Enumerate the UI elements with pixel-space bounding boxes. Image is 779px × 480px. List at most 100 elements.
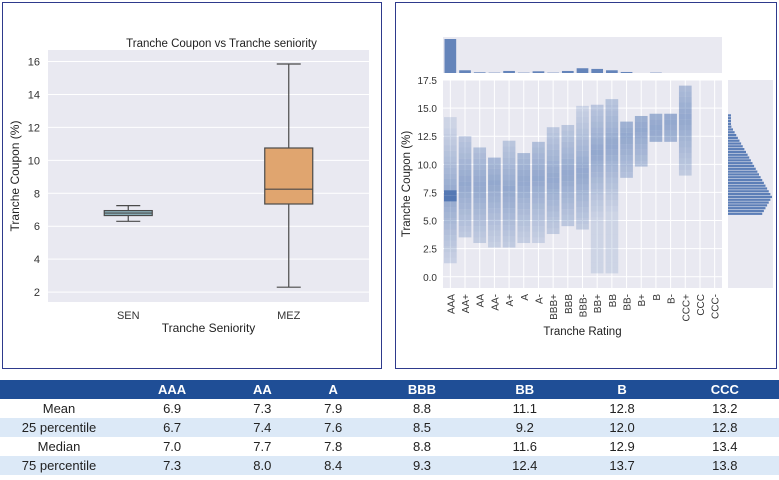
heatmap-cell — [649, 119, 663, 125]
table-cell: 7.3 — [118, 456, 227, 475]
heatmap-cell — [546, 149, 560, 156]
heatmap-cell — [576, 173, 589, 179]
heatmap-cell — [576, 223, 589, 230]
right-marginal-bar — [728, 131, 735, 134]
heatmap-cell — [532, 226, 545, 232]
right-marginal-bar — [728, 207, 766, 210]
table-cell: 12.9 — [573, 437, 671, 456]
boxplot-chart: 2 4 6 8 10 12 14 16 SEN MEZ Tranche Coupon vs Tran… — [8, 38, 369, 335]
plot-area — [48, 50, 369, 302]
heatmap-cell — [620, 155, 633, 161]
top-marginal-bar — [606, 70, 618, 73]
heatmap-cell — [488, 213, 501, 220]
y-tick-label: 14 — [28, 89, 40, 101]
table-cell: 12.4 — [476, 456, 574, 475]
heatmap-cell — [488, 236, 501, 242]
heatmap-cell — [444, 128, 457, 134]
heatmap-cell — [590, 155, 604, 161]
right-marginal-bar — [728, 128, 733, 131]
heatmap-cell — [532, 158, 545, 165]
heatmap-cell — [576, 105, 589, 112]
heatmap-cell — [605, 127, 619, 133]
heatmap-cell — [605, 99, 619, 105]
heatmap-cell — [620, 138, 633, 145]
heatmap-cell — [444, 212, 457, 219]
table-header-cell: AA — [226, 380, 299, 399]
heatmap-cell — [502, 213, 516, 220]
heatmap-cell — [605, 211, 619, 218]
heatmap-cell — [517, 209, 531, 215]
heatmap-cell — [473, 214, 487, 221]
table-header-cell: BBB — [367, 380, 477, 399]
heatmap-cell — [444, 173, 457, 179]
heatmap-cell — [634, 160, 648, 167]
heatmap-cell — [561, 124, 575, 131]
heatmap-cell — [517, 226, 531, 232]
heatmap-cell — [605, 262, 619, 268]
x-tick-label: CCC- — [711, 294, 722, 319]
heatmap-cell — [444, 240, 457, 247]
table-body: Mean 6.9 7.3 7.9 8.8 11.1 12.8 13.2 25 percentil… — [0, 399, 779, 475]
heatmap-cell — [678, 141, 692, 148]
heatmap-cell — [561, 141, 575, 148]
right-marginal-bar — [728, 181, 764, 184]
heatmap-cell — [532, 153, 545, 159]
heatmap-cell — [546, 155, 560, 161]
heatmap-cell — [444, 122, 457, 129]
y-tick-label: 12.5 — [418, 132, 438, 143]
heatmap-cell — [517, 153, 531, 159]
right-marginal-bar — [728, 198, 771, 201]
heatmap-cell — [605, 160, 619, 167]
heatmap-cell — [590, 262, 604, 268]
coupon-statistics-table: AAA AA A BBB BB B CCC Mean 6.9 7.3 7.9 8.8 11.1 12.8… — [0, 380, 779, 475]
right-marginal-bar — [728, 125, 732, 128]
heatmap-cell — [605, 104, 619, 111]
right-marginal-bar — [728, 187, 768, 190]
heatmap-cell — [576, 117, 589, 123]
table-cell: 8.8 — [367, 437, 477, 456]
heatmap-cell — [458, 186, 472, 193]
heatmap-cell — [502, 140, 516, 147]
heatmap-cell — [458, 192, 472, 199]
heatmap-cell — [634, 144, 648, 150]
right-marginal-bar — [728, 117, 731, 120]
heatmap-cell — [561, 214, 575, 221]
right-marginal-bar — [728, 162, 753, 165]
heatmap-cell — [532, 203, 545, 210]
heatmap-cell — [590, 267, 604, 274]
heatmap-cell — [561, 186, 575, 193]
table-cell: 13.4 — [670, 437, 779, 456]
heatmap-cell — [546, 189, 560, 195]
y-tick-label: 8 — [34, 188, 40, 200]
x-tick-label: A- — [534, 294, 545, 304]
heatmap-cell — [458, 164, 472, 170]
heatmap-cell — [576, 201, 589, 208]
heatmap-cell — [532, 237, 545, 244]
x-tick-label: BB- — [623, 294, 634, 311]
heatmap-cell — [488, 230, 501, 237]
x-tick-label: SEN — [117, 310, 140, 322]
heatmap-cell — [620, 121, 633, 128]
y-tick-label: 12 — [28, 122, 40, 134]
heatmap-cell — [458, 136, 472, 142]
heatmap-cell — [546, 144, 560, 150]
right-marginal-bar — [728, 164, 755, 168]
table-row: 75 percentile 7.3 8.0 8.4 9.3 12.4 13.7 13.8 — [0, 456, 779, 475]
heatmap-cell — [517, 186, 531, 193]
heatmap-cell — [444, 133, 457, 140]
right-marginal-bar — [728, 150, 746, 154]
heatmap-cell — [444, 167, 457, 174]
top-marginal-bar — [620, 71, 633, 73]
x-axis-label: Tranche Rating — [543, 326, 621, 338]
heatmap-cell — [605, 200, 619, 206]
heatmap-cell — [532, 231, 545, 238]
heatmap-cell — [488, 219, 501, 226]
heatmap-cell — [546, 217, 560, 223]
right-marginal-bar — [728, 167, 756, 170]
heatmap-cell — [488, 163, 501, 169]
y-axis-label: Tranche Coupon (%) — [8, 121, 22, 232]
heatmap-cell — [502, 219, 516, 226]
heatmap-cell — [649, 136, 663, 142]
heatmap-cell — [561, 175, 575, 182]
top-marginal-bar — [532, 71, 545, 73]
